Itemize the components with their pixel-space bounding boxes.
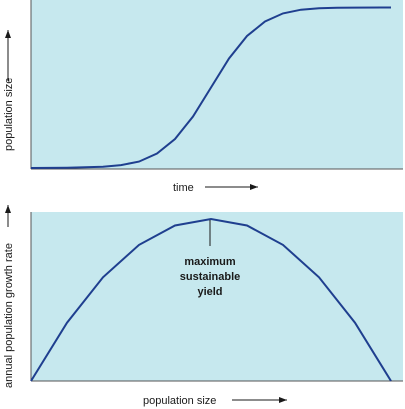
annotation-maximum: maximum <box>184 256 236 268</box>
annotation-yield: yield <box>197 286 222 298</box>
y-axis-label-bottom: annual population growth rate <box>3 243 15 388</box>
plot-area-top <box>31 0 403 169</box>
series-line-growth-rate <box>30 217 392 382</box>
y-axis-label-top: population size <box>3 78 15 151</box>
x-axis-label-top: time <box>173 182 194 194</box>
annotation-sustainable: sustainable <box>180 271 241 283</box>
series-line-logistic <box>30 6 392 169</box>
logistic-growth-chart: time population size <box>3 0 403 194</box>
x-axis-label-bottom: population size <box>143 395 216 407</box>
growth-rate-chart: maximum sustainable yield population siz… <box>3 205 403 407</box>
plot-area-bottom <box>31 212 403 381</box>
